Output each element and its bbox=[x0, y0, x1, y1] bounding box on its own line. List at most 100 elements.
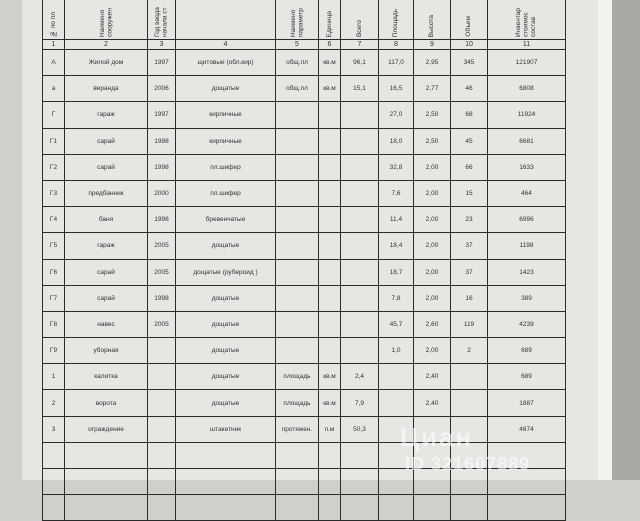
table-cell bbox=[413, 494, 451, 521]
table-cell bbox=[450, 441, 488, 470]
table-cell: дощатые bbox=[175, 284, 276, 312]
table-cell: а bbox=[42, 75, 65, 103]
table-cell bbox=[318, 153, 341, 181]
table-row: Г5 гараж 2005 дощатые 18,4 2,00 37 1198 bbox=[42, 232, 566, 260]
table-cell bbox=[318, 127, 341, 155]
table-cell: кв.м bbox=[318, 48, 341, 77]
column-header: Год ввода начала ст bbox=[147, 0, 176, 40]
table-cell bbox=[147, 467, 176, 496]
table-cell: 2006 bbox=[147, 75, 176, 103]
table-cell bbox=[275, 258, 319, 286]
table-cell: 2,95 bbox=[413, 48, 451, 77]
table-cell: дощатые bbox=[175, 232, 276, 260]
table-cell: пл.шифер bbox=[175, 153, 276, 181]
table-cell: 11924 bbox=[487, 101, 566, 129]
table-cell: Г7 bbox=[42, 284, 65, 312]
column-header: Инвентар стоимос состав bbox=[487, 0, 566, 40]
column-number: 5 bbox=[275, 39, 319, 50]
table-cell: веранда bbox=[64, 75, 148, 103]
table-row bbox=[42, 467, 566, 496]
table-cell: 1423 bbox=[487, 258, 566, 286]
table-cell: Г1 bbox=[42, 127, 65, 155]
table-cell: калитка bbox=[64, 363, 148, 391]
table-cell bbox=[340, 494, 379, 521]
table-cell bbox=[147, 494, 176, 521]
table-cell bbox=[413, 441, 451, 470]
table-cell bbox=[318, 494, 341, 521]
table-cell bbox=[318, 179, 341, 208]
table-cell bbox=[378, 441, 414, 470]
table-cell bbox=[413, 467, 451, 496]
table-cell bbox=[378, 494, 414, 521]
table-cell bbox=[340, 337, 379, 365]
table-cell: 18,0 bbox=[378, 127, 414, 155]
table-cell bbox=[340, 179, 379, 208]
table-cell: 45,7 bbox=[378, 310, 414, 339]
table-cell: сарай bbox=[64, 153, 148, 181]
table-cell: сарай bbox=[64, 127, 148, 155]
table-cell: 2,00 bbox=[413, 232, 451, 260]
table-cell bbox=[275, 101, 319, 129]
column-number: 10 bbox=[450, 39, 488, 50]
table-cell: 1887 bbox=[487, 389, 566, 417]
table-cell: Жилой дом bbox=[64, 48, 148, 77]
table-cell bbox=[340, 310, 379, 339]
column-number: 6 bbox=[318, 39, 341, 50]
column-header: Площадь bbox=[378, 0, 414, 40]
table-cell: 117,0 bbox=[378, 48, 414, 77]
table-cell bbox=[275, 232, 319, 260]
table-cell bbox=[147, 441, 176, 470]
column-header: № по пл bbox=[42, 0, 65, 40]
table-cell bbox=[340, 206, 379, 234]
table-cell: 1633 bbox=[487, 153, 566, 181]
table-cell bbox=[340, 467, 379, 496]
column-header: Высота bbox=[413, 0, 451, 40]
table-cell: Г4 bbox=[42, 206, 65, 234]
table-cell: Г bbox=[42, 101, 65, 129]
table-row: Г3 предбанник 2000 пл.шифер 7,6 2,00 15 464 bbox=[42, 179, 566, 208]
table-cell bbox=[275, 310, 319, 339]
table-cell: уборная bbox=[64, 337, 148, 365]
table-cell bbox=[64, 441, 148, 470]
table-cell bbox=[487, 467, 566, 496]
column-header: Объем bbox=[450, 0, 488, 40]
table-cell: площадь bbox=[275, 389, 319, 417]
table-cell: 1998 bbox=[147, 206, 176, 234]
table-cell: гараж bbox=[64, 232, 148, 260]
table-cell: 2,40 bbox=[413, 363, 451, 391]
table-cell: 3 bbox=[42, 415, 65, 443]
table-cell: площадь bbox=[275, 363, 319, 391]
table-cell bbox=[42, 441, 65, 470]
table-cell: дощатые bbox=[175, 389, 276, 417]
column-number: 9 bbox=[413, 39, 451, 50]
table-row: Г9 уборная дощатые 1,0 2,00 2 689 bbox=[42, 337, 566, 365]
table-cell: Г8 bbox=[42, 310, 65, 339]
table-cell: 50,3 bbox=[340, 415, 379, 443]
table-cell: сарай bbox=[64, 284, 148, 312]
table-cell: 27,0 bbox=[378, 101, 414, 129]
table-cell: 6808 bbox=[487, 75, 566, 103]
table-cell: 18,7 bbox=[378, 258, 414, 286]
table-cell: 16 bbox=[450, 284, 488, 312]
table-cell: 2,00 bbox=[413, 179, 451, 208]
table-cell: 2,4 bbox=[340, 363, 379, 391]
table-cell: бревенчатые bbox=[175, 206, 276, 234]
table-cell bbox=[275, 441, 319, 470]
column-header: Наимено сооружен bbox=[64, 0, 148, 40]
column-header-label: Высота bbox=[428, 14, 436, 37]
column-number: 1 bbox=[42, 39, 65, 50]
table-cell: кв.м bbox=[318, 75, 341, 103]
table-cell bbox=[275, 179, 319, 208]
table-cell bbox=[340, 153, 379, 181]
table-cell: 18,4 bbox=[378, 232, 414, 260]
table-cell bbox=[275, 494, 319, 521]
table-cell bbox=[64, 494, 148, 521]
table-cell: 1 bbox=[42, 363, 65, 391]
table-cell bbox=[318, 310, 341, 339]
table-cell bbox=[450, 363, 488, 391]
table-cell: 119 bbox=[450, 310, 488, 339]
column-header-label: Площадь bbox=[392, 8, 400, 37]
column-header-label: Наимено сооружен bbox=[98, 8, 114, 37]
column-number: 8 bbox=[378, 39, 414, 50]
table-cell bbox=[378, 415, 414, 443]
